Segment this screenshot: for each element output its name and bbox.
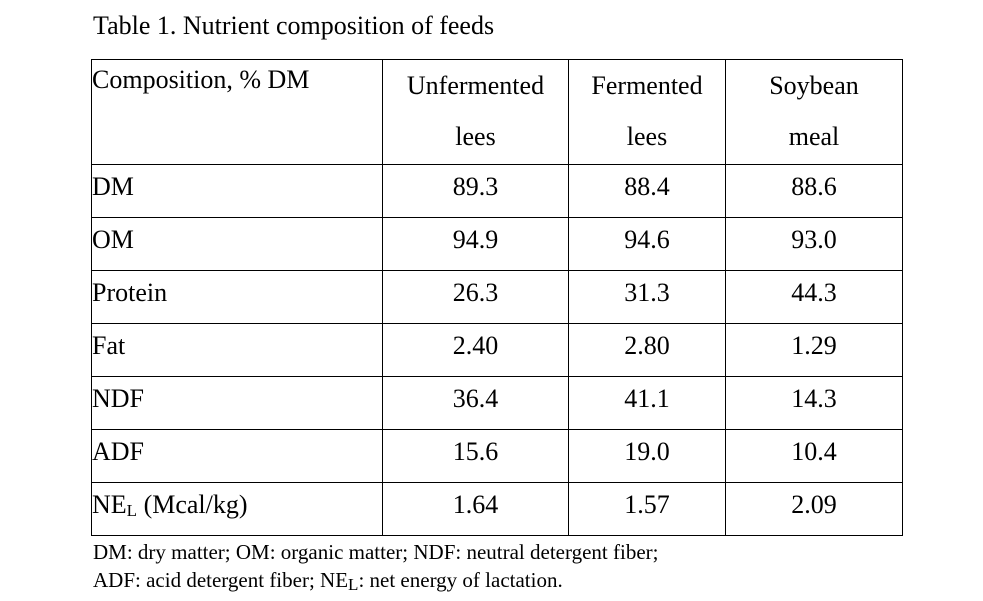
table-cell: 1.29 <box>725 323 903 377</box>
table-row-fat: Fat 2.40 2.80 1.29 <box>91 323 903 377</box>
footnote-text: : net energy of lactation. <box>358 568 563 592</box>
row-label: DM <box>91 164 383 218</box>
header-line: Fermented <box>591 71 703 100</box>
header-line: Unfermented <box>406 71 545 100</box>
table-cell: 44.3 <box>725 270 903 324</box>
table-cell: 31.3 <box>568 270 726 324</box>
table-cell: 15.6 <box>382 429 569 483</box>
header-unfermented-lees: Unfermented lees <box>382 59 569 165</box>
header-row: Composition, % DM Unfermented lees Ferme… <box>91 59 903 165</box>
footnote-subscript: L <box>348 575 359 594</box>
table-cell: 1.64 <box>382 482 569 536</box>
table-row-adf: ADF 15.6 19.0 10.4 <box>91 429 903 483</box>
table-cell: 88.4 <box>568 164 726 218</box>
header-line: meal <box>788 122 840 151</box>
row-label: OM <box>91 217 383 271</box>
table-cell: 19.0 <box>568 429 726 483</box>
table-row-ndf: NDF 36.4 41.1 14.3 <box>91 376 903 430</box>
row-label: NEL (Mcal/kg) <box>91 482 383 536</box>
row-label-text: NE <box>92 490 127 519</box>
row-label-suffix: (Mcal/kg) <box>137 490 248 519</box>
table-cell: 36.4 <box>382 376 569 430</box>
table-row-dm: DM 89.3 88.4 88.6 <box>91 164 903 218</box>
table-cell: 94.6 <box>568 217 726 271</box>
header-fermented-lees: Fermented lees <box>568 59 726 165</box>
row-label-text: NDF <box>92 384 145 413</box>
footnote-text: ADF: acid detergent fiber; NE <box>93 568 349 592</box>
table-cell: 2.09 <box>725 482 903 536</box>
header-soybean-meal: Soybean meal <box>725 59 903 165</box>
row-label: Fat <box>91 323 383 377</box>
row-label-text: DM <box>92 172 134 201</box>
table-cell: 89.3 <box>382 164 569 218</box>
table-cell: 88.6 <box>725 164 903 218</box>
header-line: lees <box>626 122 668 151</box>
table-cell: 2.80 <box>568 323 726 377</box>
table-cell: 14.3 <box>725 376 903 430</box>
row-label-text: Fat <box>92 331 126 360</box>
table-row-om: OM 94.9 94.6 93.0 <box>91 217 903 271</box>
footnote-line-1: DM: dry matter; OM: organic matter; NDF:… <box>93 540 659 564</box>
footnote-line-2: ADF: acid detergent fiber; NEL: net ener… <box>93 566 659 594</box>
row-label-text: ADF <box>92 437 145 466</box>
table-cell: 94.9 <box>382 217 569 271</box>
table-cell: 2.40 <box>382 323 569 377</box>
table-cell: 10.4 <box>725 429 903 483</box>
header-line: Soybean <box>769 71 859 100</box>
row-label: NDF <box>91 376 383 430</box>
header-composition: Composition, % DM <box>91 59 383 165</box>
header-line: Composition, % DM <box>92 65 310 94</box>
table-cell: 41.1 <box>568 376 726 430</box>
row-label-subscript: L <box>126 501 138 520</box>
nutrient-table: Composition, % DM Unfermented lees Ferme… <box>91 59 903 536</box>
table-footnote: DM: dry matter; OM: organic matter; NDF:… <box>93 538 659 594</box>
table-cell: 1.57 <box>568 482 726 536</box>
table-cell: 26.3 <box>382 270 569 324</box>
row-label-text: OM <box>92 225 134 254</box>
table-caption: Table 1. Nutrient composition of feeds <box>93 11 495 40</box>
table-cell: 93.0 <box>725 217 903 271</box>
row-label-text: Protein <box>92 278 168 307</box>
header-line: lees <box>455 122 496 151</box>
table-row-nel: NEL (Mcal/kg) 1.64 1.57 2.09 <box>91 482 903 536</box>
row-label: Protein <box>91 270 383 324</box>
row-label: ADF <box>91 429 383 483</box>
table-row-protein: Protein 26.3 31.3 44.3 <box>91 270 903 324</box>
